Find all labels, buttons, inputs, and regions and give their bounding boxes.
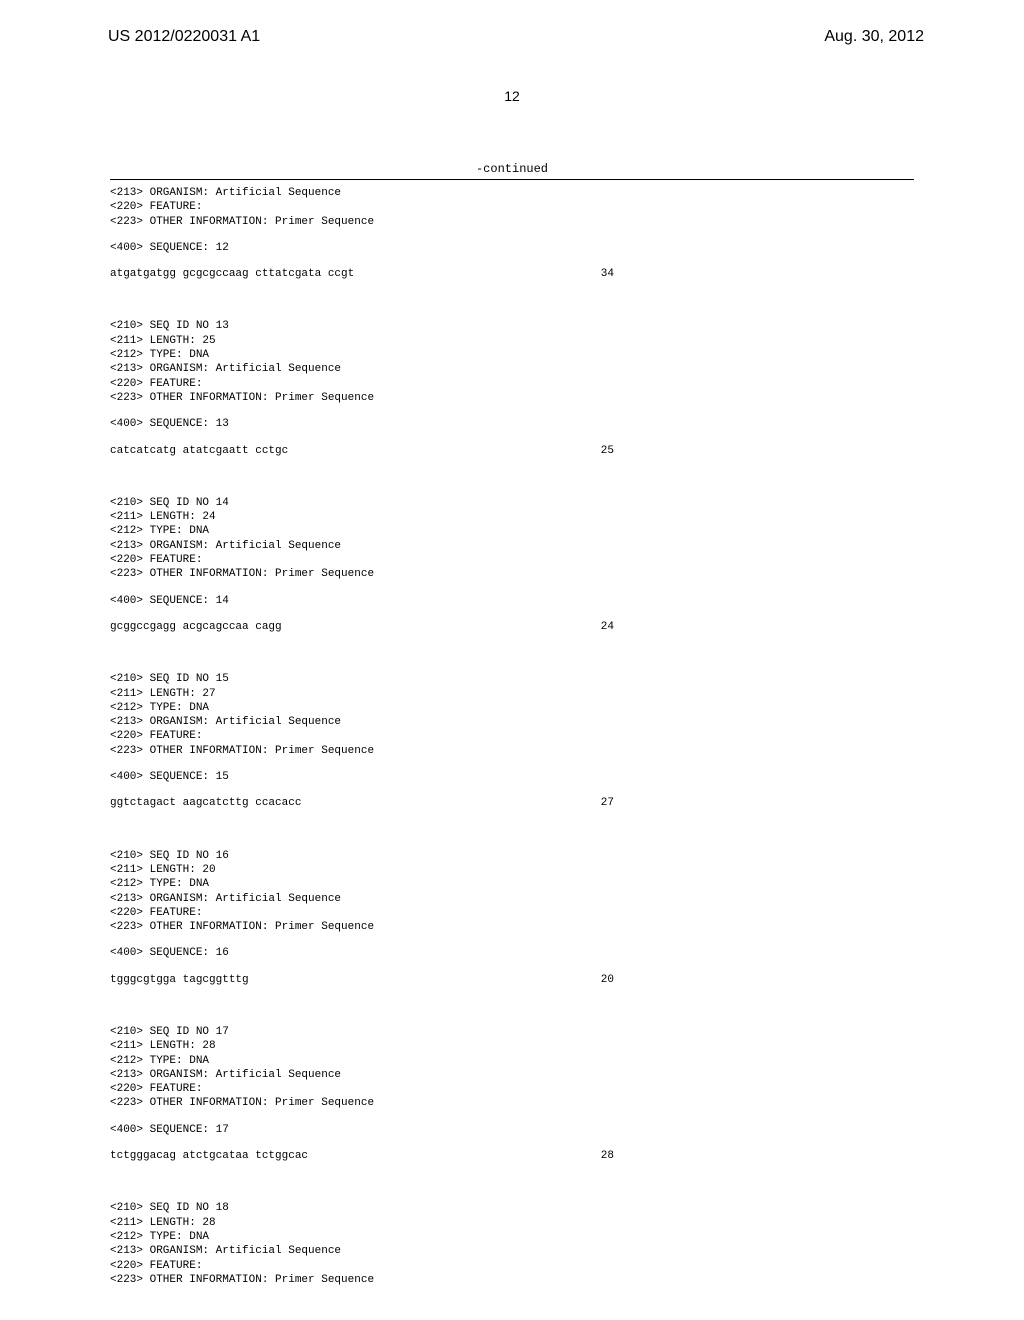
sequence-block: <210> SEQ ID NO 15 <211> LENGTH: 27 <212… bbox=[110, 672, 914, 810]
seq-length-header: <211> LENGTH: 20 bbox=[110, 863, 914, 877]
seq-other-info: <223> OTHER INFORMATION: Primer Sequence bbox=[110, 1096, 914, 1110]
sequence-block: <213> ORGANISM: Artificial Sequence <220… bbox=[110, 186, 914, 281]
seq-other-info: <223> OTHER INFORMATION: Primer Sequence bbox=[110, 744, 914, 758]
seq-feature: <220> FEATURE: bbox=[110, 906, 914, 920]
seq-feature: <220> FEATURE: bbox=[110, 377, 914, 391]
seq-other-info: <223> OTHER INFORMATION: Primer Sequence bbox=[110, 920, 914, 934]
seq-number: <400> SEQUENCE: 17 bbox=[110, 1123, 914, 1137]
seq-type: <212> TYPE: DNA bbox=[110, 1230, 914, 1244]
seq-number: <400> SEQUENCE: 16 bbox=[110, 946, 914, 960]
seq-other-info: <223> OTHER INFORMATION: Primer Sequence bbox=[110, 215, 914, 229]
seq-organism: <213> ORGANISM: Artificial Sequence bbox=[110, 892, 914, 906]
page-number: 12 bbox=[0, 88, 1024, 104]
seq-other-info: <223> OTHER INFORMATION: Primer Sequence bbox=[110, 1273, 914, 1287]
seq-number: <400> SEQUENCE: 15 bbox=[110, 770, 914, 784]
seq-text: tctgggacag atctgcataa tctggcac bbox=[110, 1149, 308, 1163]
seq-organism: <213> ORGANISM: Artificial Sequence bbox=[110, 715, 914, 729]
seq-length-header: <211> LENGTH: 24 bbox=[110, 510, 914, 524]
seq-data-row: ggtctagact aagcatcttg ccacacc 27 bbox=[110, 796, 914, 810]
seq-length: 34 bbox=[601, 267, 914, 281]
seq-type: <212> TYPE: DNA bbox=[110, 524, 914, 538]
seq-feature: <220> FEATURE: bbox=[110, 729, 914, 743]
seq-text: atgatgatgg gcgcgccaag cttatcgata ccgt bbox=[110, 267, 354, 281]
seq-length: 20 bbox=[601, 973, 914, 987]
seq-id: <210> SEQ ID NO 17 bbox=[110, 1025, 914, 1039]
seq-organism: <213> ORGANISM: Artificial Sequence bbox=[110, 362, 914, 376]
seq-text: gcggccgagg acgcagccaa cagg bbox=[110, 620, 282, 634]
seq-organism: <213> ORGANISM: Artificial Sequence bbox=[110, 1244, 914, 1258]
seq-data-row: catcatcatg atatcgaatt cctgc 25 bbox=[110, 444, 914, 458]
seq-length-header: <211> LENGTH: 25 bbox=[110, 334, 914, 348]
seq-number: <400> SEQUENCE: 14 bbox=[110, 594, 914, 608]
seq-data-row: tgggcgtgga tagcggtttg 20 bbox=[110, 973, 914, 987]
seq-data-row: tctgggacag atctgcataa tctggcac 28 bbox=[110, 1149, 914, 1163]
seq-organism: <213> ORGANISM: Artificial Sequence bbox=[110, 1068, 914, 1082]
sequence-block: <210> SEQ ID NO 18 <211> LENGTH: 28 <212… bbox=[110, 1201, 914, 1287]
seq-feature: <220> FEATURE: bbox=[110, 553, 914, 567]
seq-number: <400> SEQUENCE: 12 bbox=[110, 241, 914, 255]
seq-id: <210> SEQ ID NO 18 bbox=[110, 1201, 914, 1215]
continued-label: -continued bbox=[0, 162, 1024, 176]
sequence-listing: <213> ORGANISM: Artificial Sequence <220… bbox=[0, 180, 1024, 1287]
seq-other-info: <223> OTHER INFORMATION: Primer Sequence bbox=[110, 567, 914, 581]
seq-data-row: gcggccgagg acgcagccaa cagg 24 bbox=[110, 620, 914, 634]
sequence-block: <210> SEQ ID NO 14 <211> LENGTH: 24 <212… bbox=[110, 496, 914, 634]
seq-id: <210> SEQ ID NO 16 bbox=[110, 849, 914, 863]
seq-length-header: <211> LENGTH: 27 bbox=[110, 687, 914, 701]
seq-feature: <220> FEATURE: bbox=[110, 200, 914, 214]
seq-length-header: <211> LENGTH: 28 bbox=[110, 1039, 914, 1053]
seq-id: <210> SEQ ID NO 15 bbox=[110, 672, 914, 686]
seq-type: <212> TYPE: DNA bbox=[110, 348, 914, 362]
seq-organism: <213> ORGANISM: Artificial Sequence bbox=[110, 539, 914, 553]
seq-feature: <220> FEATURE: bbox=[110, 1259, 914, 1273]
seq-length: 28 bbox=[601, 1149, 914, 1163]
seq-type: <212> TYPE: DNA bbox=[110, 701, 914, 715]
seq-feature: <220> FEATURE: bbox=[110, 1082, 914, 1096]
seq-type: <212> TYPE: DNA bbox=[110, 877, 914, 891]
seq-length: 27 bbox=[601, 796, 914, 810]
publication-number: US 2012/0220031 A1 bbox=[108, 28, 260, 46]
seq-length: 25 bbox=[601, 444, 914, 458]
seq-text: ggtctagact aagcatcttg ccacacc bbox=[110, 796, 301, 810]
document-header: US 2012/0220031 A1 Aug. 30, 2012 bbox=[0, 0, 1024, 46]
sequence-block: <210> SEQ ID NO 17 <211> LENGTH: 28 <212… bbox=[110, 1025, 914, 1163]
seq-data-row: atgatgatgg gcgcgccaag cttatcgata ccgt 34 bbox=[110, 267, 914, 281]
publication-date: Aug. 30, 2012 bbox=[824, 28, 924, 46]
seq-organism: <213> ORGANISM: Artificial Sequence bbox=[110, 186, 914, 200]
seq-length-header: <211> LENGTH: 28 bbox=[110, 1216, 914, 1230]
sequence-block: <210> SEQ ID NO 13 <211> LENGTH: 25 <212… bbox=[110, 319, 914, 457]
seq-text: tgggcgtgga tagcggtttg bbox=[110, 973, 249, 987]
seq-text: catcatcatg atatcgaatt cctgc bbox=[110, 444, 288, 458]
seq-length: 24 bbox=[601, 620, 914, 634]
seq-id: <210> SEQ ID NO 13 bbox=[110, 319, 914, 333]
seq-other-info: <223> OTHER INFORMATION: Primer Sequence bbox=[110, 391, 914, 405]
sequence-block: <210> SEQ ID NO 16 <211> LENGTH: 20 <212… bbox=[110, 849, 914, 987]
seq-type: <212> TYPE: DNA bbox=[110, 1054, 914, 1068]
seq-id: <210> SEQ ID NO 14 bbox=[110, 496, 914, 510]
seq-number: <400> SEQUENCE: 13 bbox=[110, 417, 914, 431]
